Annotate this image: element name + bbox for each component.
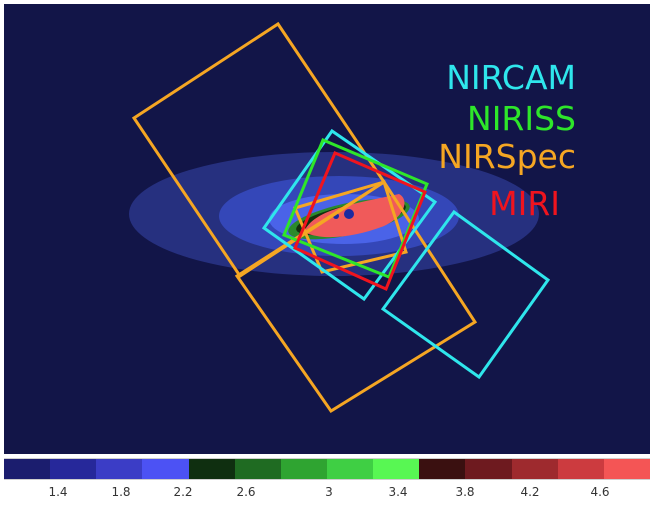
colorbar-tick-label: 2.6 xyxy=(236,485,256,499)
colorbar-segment xyxy=(280,459,327,479)
colorbar-segment xyxy=(465,459,512,479)
colorbar-segment xyxy=(4,459,51,479)
miri-label: MIRI xyxy=(489,184,560,223)
niriss-label: NIRISS xyxy=(467,99,576,138)
colorbar-tick-label: 1.8 xyxy=(111,485,131,499)
colorbar-tick-label: 1.4 xyxy=(48,485,68,499)
colorbar-segment xyxy=(234,459,281,479)
colorbar-segment xyxy=(50,459,97,479)
colorbar-segment xyxy=(96,459,143,479)
colorbar-segment xyxy=(511,459,558,479)
colorbar-segment xyxy=(188,459,235,479)
colorbar-segment xyxy=(419,459,466,479)
nircam-footprint-b xyxy=(380,209,551,380)
colorbar-segment xyxy=(326,459,374,479)
colorbar-segment xyxy=(603,459,650,479)
sky-map-plot: NIRCAM NIRISS NIRSpec MIRI xyxy=(4,4,650,454)
colorbar-segment xyxy=(557,459,604,479)
nirspec-footprint-lower xyxy=(234,179,478,414)
colorbar-segment xyxy=(373,459,420,479)
colorbar-tick-label: 2.2 xyxy=(173,485,193,499)
nircam-footprint-a xyxy=(261,128,438,302)
colorbar xyxy=(4,458,650,480)
nircam-footprints xyxy=(261,128,551,380)
colorbar-tick-label: 4.2 xyxy=(520,485,540,499)
colorbar-ticks: 1.4 1.8 2.2 2.6 3 3.4 3.8 4.2 4.6 xyxy=(4,485,650,503)
colorbar-tick-label: 3 xyxy=(325,485,333,499)
niriss-footprint xyxy=(282,138,429,279)
nirspec-footprint-inner xyxy=(292,180,408,274)
galaxy-nucleus xyxy=(344,209,354,219)
sky-map-svg xyxy=(129,21,551,414)
nirspec-footprints xyxy=(131,21,478,414)
colorbar-tick-label: 3.8 xyxy=(455,485,475,499)
galaxy-core-red xyxy=(304,194,405,238)
nirspec-label: NIRSpec xyxy=(438,137,576,176)
colorbar-tick-label: 4.6 xyxy=(590,485,610,499)
colorbar-tick-label: 3.4 xyxy=(388,485,408,499)
colorbar-segment xyxy=(142,459,189,479)
nircam-label: NIRCAM xyxy=(446,58,576,97)
miri-footprint xyxy=(293,151,427,292)
